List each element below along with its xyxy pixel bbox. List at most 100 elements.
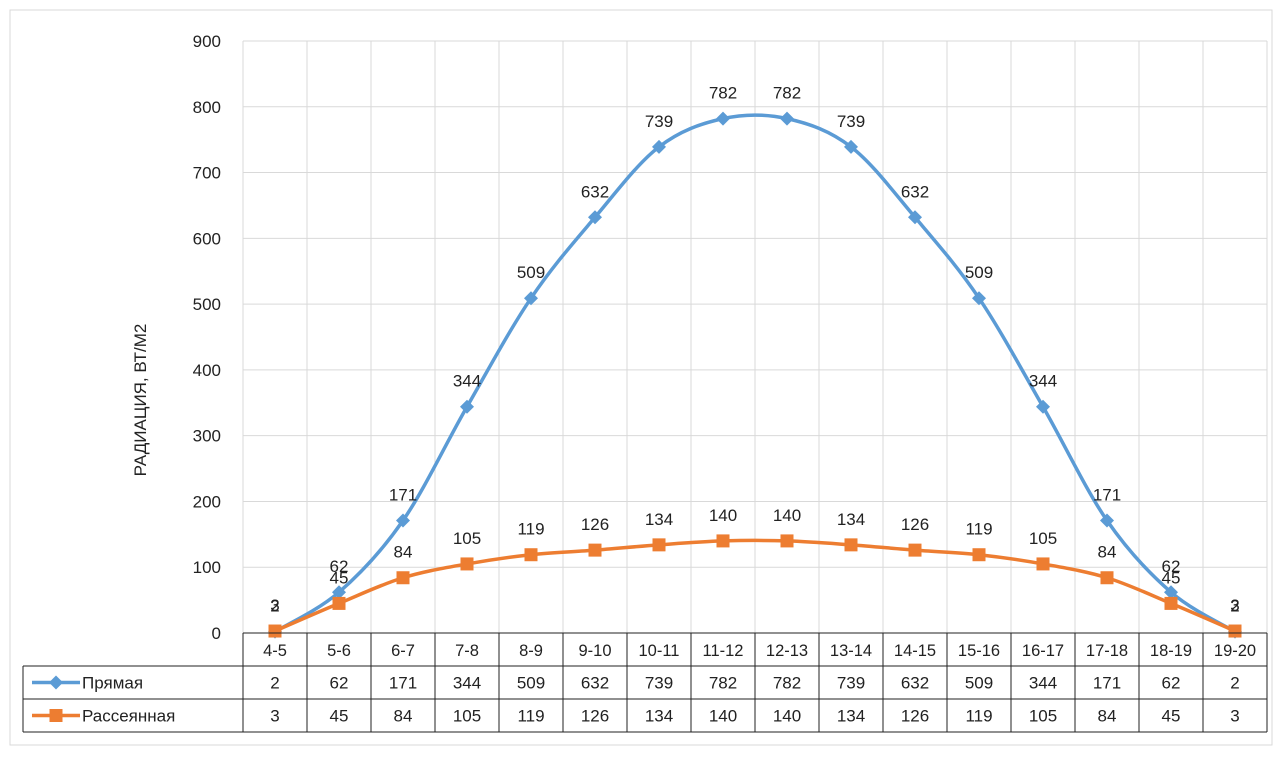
x-category-label: 12-13	[766, 642, 808, 660]
table-value: 126	[901, 707, 929, 726]
series-point-0	[844, 139, 858, 154]
legend-marker-1	[49, 709, 63, 722]
table-value: 509	[965, 674, 993, 693]
x-category-label: 10-11	[639, 642, 680, 660]
data-label-1: 126	[581, 515, 609, 534]
table-value: 140	[773, 707, 801, 726]
y-tick-label: 900	[193, 32, 221, 51]
series-point-0	[1036, 399, 1050, 414]
data-label-1: 84	[1098, 543, 1117, 562]
x-category-label: 5-6	[327, 642, 351, 660]
series-point-1	[972, 548, 986, 562]
x-category-label: 17-18	[1086, 642, 1128, 660]
table-value: 126	[581, 707, 609, 726]
data-label-1: 3	[270, 596, 279, 615]
x-category-label: 19-20	[1214, 642, 1256, 660]
data-label-0: 62	[1162, 557, 1181, 576]
series-point-1	[716, 534, 730, 548]
data-label-0: 171	[1093, 486, 1121, 505]
series-point-1	[524, 548, 538, 562]
x-category-label: 6-7	[391, 642, 415, 660]
data-label-1: 105	[1029, 529, 1057, 548]
data-label-1: 119	[517, 520, 544, 539]
y-tick-label: 600	[193, 229, 221, 248]
data-label-1: 119	[965, 520, 992, 539]
series-point-1	[1228, 624, 1242, 638]
series	[268, 111, 1242, 639]
x-category-label: 11-12	[703, 642, 744, 660]
series-point-0	[1100, 513, 1114, 528]
data-label-1: 140	[773, 506, 801, 525]
series-line-0	[274, 113, 1236, 634]
data-label-1: 45	[1162, 568, 1181, 587]
series-point-0	[396, 513, 410, 528]
data-labels: 2 62 171 344 509 632 739 782 782 739 632 509 344 171 6…	[270, 84, 1239, 616]
data-label-0: 62	[330, 557, 349, 576]
data-label-0: 344	[453, 372, 481, 391]
data-label-0: 632	[901, 182, 929, 201]
series-point-1	[780, 534, 794, 548]
series-point-0	[780, 111, 794, 126]
table-value: 344	[453, 674, 481, 693]
series-point-1	[1036, 557, 1050, 571]
y-axis-label: РАДИАЦИЯ, ВТ/М2	[131, 324, 150, 477]
y-tick-label: 200	[193, 492, 221, 511]
table-value: 45	[330, 707, 349, 726]
table-value: 3	[1230, 707, 1239, 726]
data-label-0: 632	[581, 182, 609, 201]
x-category-label: 16-17	[1022, 642, 1064, 660]
data-label-1: 140	[709, 506, 737, 525]
table-value: 62	[330, 674, 349, 693]
table-value: 739	[837, 674, 865, 693]
table-value: 782	[709, 674, 737, 693]
series-point-0	[524, 291, 538, 306]
legend-label-1: Рассеянная	[82, 707, 175, 726]
series-point-1	[844, 538, 858, 552]
legend-marker-0	[49, 675, 63, 690]
table-value: 171	[1093, 674, 1121, 693]
data-label-0: 509	[965, 263, 993, 282]
table-value: 45	[1162, 707, 1181, 726]
y-tick-label: 700	[193, 164, 221, 183]
legend-label-0: Прямая	[82, 674, 143, 693]
series-point-1	[1164, 596, 1178, 610]
data-label-1: 126	[901, 515, 929, 534]
x-category-label: 4-5	[263, 642, 287, 660]
series-line-1	[274, 538, 1236, 633]
x-category-label: 13-14	[830, 642, 872, 660]
chart-border	[9, 9, 1273, 746]
table-value: 119	[965, 707, 992, 726]
data-label-0: 2	[270, 597, 279, 616]
series-point-1	[908, 543, 922, 557]
table-value: 84	[394, 707, 413, 726]
data-label-1: 134	[837, 510, 865, 529]
x-category-label: 9-10	[578, 642, 611, 660]
series-point-1	[396, 571, 410, 585]
series-point-0	[332, 585, 346, 600]
data-table: 4-5 5-6 6-7 7-8 8-9 9-10 10-11 11-12 12-13 13-14 1…	[22, 632, 1268, 733]
table-value: 105	[453, 707, 481, 726]
table-value: 134	[645, 707, 673, 726]
series-point-0	[972, 291, 986, 306]
table-value: 2	[270, 674, 279, 693]
data-label-1: 134	[645, 510, 673, 529]
data-label-0: 344	[1029, 372, 1057, 391]
x-category-label: 8-9	[519, 642, 543, 660]
data-label-1: 84	[394, 543, 413, 562]
series-point-0	[652, 139, 666, 154]
table-value: 739	[645, 674, 673, 693]
y-axis-ticks: 0 100 200 300 400 500 600 700 800 900	[193, 32, 221, 643]
data-label-1: 105	[453, 529, 481, 548]
table-value: 62	[1162, 674, 1181, 693]
x-category-label: 14-15	[894, 642, 936, 660]
series-point-1	[588, 543, 602, 557]
data-label-0: 782	[773, 84, 801, 103]
table-value: 2	[1230, 674, 1239, 693]
table-value: 344	[1029, 674, 1057, 693]
data-label-0: 739	[837, 112, 865, 131]
table-value: 119	[517, 707, 544, 726]
table-value: 509	[517, 674, 545, 693]
y-tick-label: 0	[212, 624, 221, 643]
data-label-0: 739	[645, 112, 673, 131]
series-point-0	[588, 210, 602, 225]
